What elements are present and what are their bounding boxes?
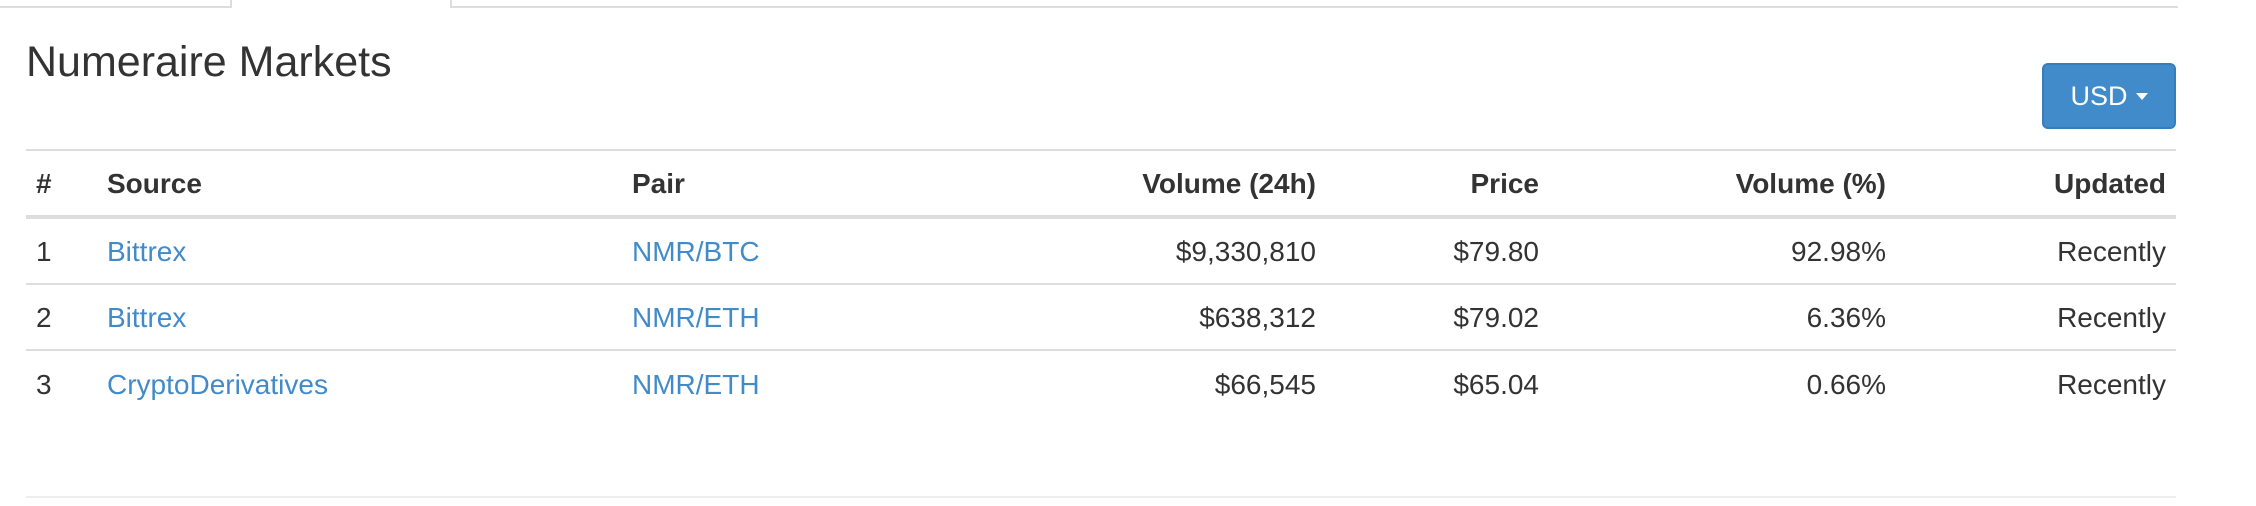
row-price: $65.04 — [1453, 369, 1539, 400]
source-link[interactable]: Bittrex — [107, 302, 187, 333]
header-price[interactable]: Price — [1470, 168, 1540, 199]
table-header-border — [26, 215, 2176, 219]
header-updated[interactable]: Updated — [2054, 168, 2166, 199]
row-volume: $638,312 — [1199, 302, 1316, 333]
tab-bar-border — [450, 0, 2178, 8]
row-border — [26, 283, 2176, 285]
row-volume-pct: 92.98% — [1791, 236, 1886, 267]
row-volume-pct: 0.66% — [1806, 369, 1886, 400]
row-rank: 3 — [36, 369, 52, 400]
section-divider — [26, 496, 2176, 498]
source-link[interactable]: CryptoDerivatives — [107, 369, 328, 400]
pair-link[interactable]: NMR/ETH — [632, 302, 760, 333]
header-rank[interactable]: # — [36, 168, 52, 199]
row-volume: $66,545 — [1214, 369, 1316, 400]
row-updated: Recently — [2057, 236, 2166, 267]
row-rank: 1 — [36, 236, 52, 267]
row-volume: $9,330,810 — [1175, 236, 1316, 267]
pair-link[interactable]: NMR/BTC — [632, 236, 760, 267]
source-link[interactable]: Bittrex — [107, 236, 187, 267]
header-source[interactable]: Source — [107, 168, 202, 199]
tab-inactive[interactable] — [0, 0, 232, 8]
header-volume[interactable]: Volume (24h) — [1142, 168, 1316, 199]
row-updated: Recently — [2057, 369, 2166, 400]
caret-down-icon — [2135, 92, 2148, 100]
table-top-border — [26, 149, 2176, 151]
page-title: Numeraire Markets — [26, 38, 392, 86]
tab-active[interactable] — [231, 0, 450, 8]
currency-label: USD — [2070, 80, 2128, 111]
row-volume-pct: 6.36% — [1806, 302, 1886, 333]
header-volume-pct[interactable]: Volume (%) — [1735, 168, 1886, 199]
row-price: $79.02 — [1453, 302, 1539, 333]
currency-dropdown-button[interactable]: USD — [2042, 63, 2176, 129]
row-rank: 2 — [36, 302, 52, 333]
row-updated: Recently — [2057, 302, 2166, 333]
header-pair[interactable]: Pair — [632, 168, 685, 199]
pair-link[interactable]: NMR/ETH — [632, 369, 760, 400]
row-price: $79.80 — [1453, 236, 1539, 267]
row-border — [26, 349, 2176, 351]
